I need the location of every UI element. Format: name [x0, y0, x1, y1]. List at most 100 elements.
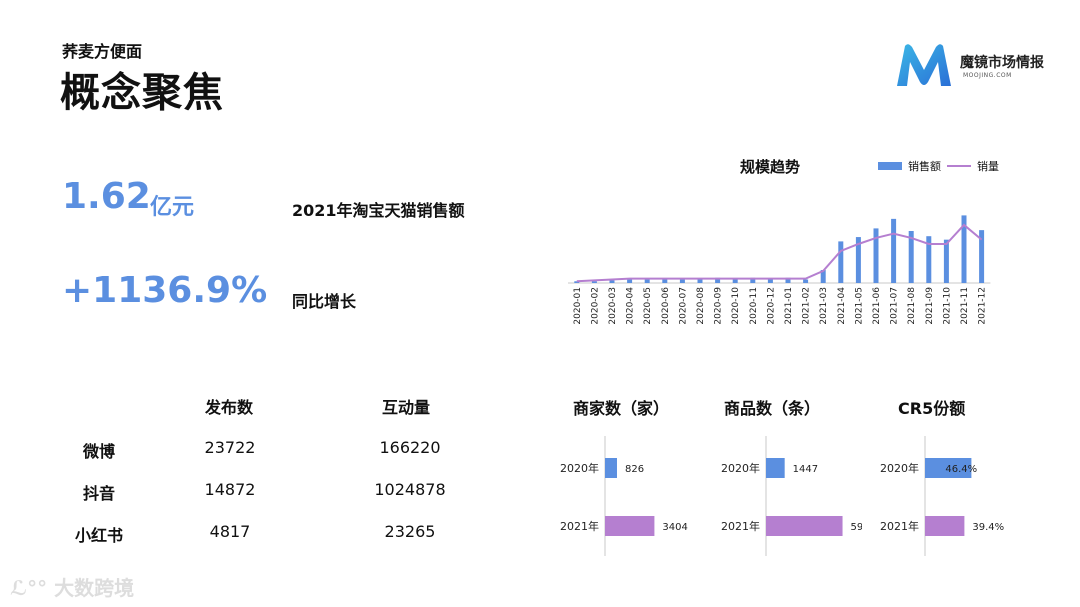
- trend-bar: [979, 230, 985, 283]
- mini-category-label: 2020年: [880, 461, 919, 475]
- page-title: 概念聚焦: [60, 70, 224, 116]
- mini-bar: [766, 516, 843, 536]
- trend-bar: [767, 278, 773, 283]
- trend-bar: [855, 237, 861, 283]
- mini-category-label: 2021年: [560, 519, 599, 533]
- social-media-table: 发布数 互动量 微博 23722 166220 抖音 14872 1024878…: [70, 390, 490, 550]
- trend-line: [576, 223, 983, 283]
- mini-category-label: 2020年: [560, 461, 599, 475]
- trend-tick-label: 2020-12: [766, 287, 776, 325]
- brand-url: MOOJING.COM: [963, 72, 1012, 79]
- brand-name: 魔镜市场情报: [960, 55, 1044, 71]
- mini-bar: [605, 458, 617, 478]
- trend-tick-label: 2021-01: [784, 287, 794, 325]
- trend-bar: [574, 281, 580, 283]
- sales-label: 2021年淘宝天猫销售额: [292, 201, 465, 220]
- trend-bar: [715, 277, 721, 283]
- sales-unit: 亿元: [150, 195, 195, 220]
- merchants-chart-title: 商家数（家）: [573, 399, 670, 418]
- trend-tick-label: 2020-06: [661, 287, 671, 325]
- trend-bar: [697, 278, 703, 283]
- mini-value-label: 3404: [662, 522, 687, 533]
- legend-bar-swatch: [878, 162, 902, 170]
- watermark-text: 大数跨境: [54, 576, 135, 600]
- legend-line-swatch: [947, 165, 971, 167]
- trend-bar: [961, 215, 967, 283]
- trend-tick-label: 2021-11: [960, 287, 970, 325]
- douyin-interactions: 1024878: [374, 480, 446, 499]
- header-interactions: 互动量: [382, 398, 431, 417]
- trend-bar: [732, 278, 738, 283]
- trend-bar: [820, 270, 826, 283]
- moojing-logo-icon: [897, 44, 951, 86]
- trend-chart: 2020-01 2020-02 2020-03 2020-04 2020-05 2020-…: [568, 215, 991, 325]
- trend-bar: [943, 239, 949, 283]
- trend-tick-label: 2020-09: [714, 287, 724, 325]
- trend-bar: [644, 279, 650, 283]
- trend-bar: [679, 279, 685, 283]
- trend-bar: [627, 279, 633, 283]
- trend-tick-label: 2021-09: [925, 287, 935, 325]
- mini-bar: [925, 516, 965, 536]
- trend-tick-label: 2020-07: [678, 287, 688, 325]
- legend-bar-label: 销售额: [908, 160, 941, 173]
- cr5-chart-title: CR5份额: [898, 399, 966, 418]
- row-label-xiaohongshu: 小红书: [75, 526, 124, 545]
- trend-bar: [750, 277, 756, 283]
- row-label-douyin: 抖音: [83, 484, 116, 503]
- weibo-posts: 23722: [204, 438, 256, 457]
- watermark: ℒ°° 大数跨境: [10, 572, 134, 601]
- mini-category-label: 2021年: [880, 519, 919, 533]
- trend-tick-label: 2021-10: [942, 287, 952, 325]
- sales-value: 1.62: [62, 176, 151, 217]
- growth-value: +1136.9%: [62, 270, 268, 311]
- products-chart: 2020年 1447 2021年 5932: [721, 436, 862, 556]
- watermark-icon: ℒ°°: [10, 576, 55, 600]
- row-label-weibo: 微博: [83, 442, 116, 461]
- growth-label: 同比增长: [292, 292, 357, 311]
- trend-tick-label: 2020-02: [590, 287, 600, 325]
- mini-value-label: 5932: [851, 522, 862, 533]
- trend-tick-label: 2020-05: [643, 287, 653, 325]
- cr5-chart: 2020年 46.4% 2021年 39.4%: [880, 436, 1004, 556]
- xiaohongshu-interactions: 23265: [384, 522, 436, 541]
- trend-tick-label: 2020-11: [749, 287, 759, 325]
- mini-value-label: 1447: [793, 464, 818, 475]
- header-posts: 发布数: [205, 398, 254, 417]
- trend-tick-label: 2021-07: [890, 287, 900, 325]
- trend-bar: [873, 228, 879, 283]
- trend-bar: [838, 241, 844, 283]
- trend-tick-label: 2021-05: [854, 287, 864, 325]
- mini-bar: [925, 458, 972, 478]
- trend-bar: [926, 236, 932, 283]
- trend-tick-label: 2021-04: [837, 287, 847, 325]
- trend-tick-label: 2021-12: [978, 287, 988, 325]
- legend-line-label: 销量: [977, 160, 999, 173]
- trend-bar: [785, 277, 791, 283]
- merchants-chart: 2020年 826 2021年 3404: [560, 436, 688, 556]
- mini-value-label: 46.4%: [945, 464, 977, 475]
- xiaohongshu-posts: 4817: [209, 522, 251, 541]
- trend-tick-label: 2021-03: [819, 287, 829, 325]
- mini-bar: [766, 458, 785, 478]
- trend-tick-label: 2020-08: [696, 287, 706, 325]
- trend-legend: 销售额 销量: [878, 158, 999, 174]
- trend-tick-label: 2021-02: [802, 287, 812, 325]
- trend-tick-label: 2021-06: [872, 287, 882, 325]
- trend-tick-label: 2020-10: [731, 287, 741, 325]
- trend-bar: [891, 218, 897, 283]
- products-chart-title: 商品数（条）: [724, 399, 821, 418]
- mini-value-label: 39.4%: [972, 522, 1004, 533]
- trend-bar: [609, 280, 615, 283]
- trend-tick-label: 2021-08: [907, 287, 917, 325]
- trend-tick-label: 2020-01: [573, 287, 583, 325]
- trend-bar: [591, 281, 597, 283]
- douyin-posts: 14872: [204, 480, 256, 499]
- trend-tick-label: 2020-03: [608, 287, 618, 325]
- trend-tick-label: 2020-04: [626, 287, 636, 325]
- mini-category-label: 2021年: [721, 519, 760, 533]
- trend-bar: [662, 278, 668, 283]
- trend-chart-title: 规模趋势: [740, 158, 801, 176]
- mini-category-label: 2020年: [721, 461, 760, 475]
- trend-bar: [803, 279, 809, 283]
